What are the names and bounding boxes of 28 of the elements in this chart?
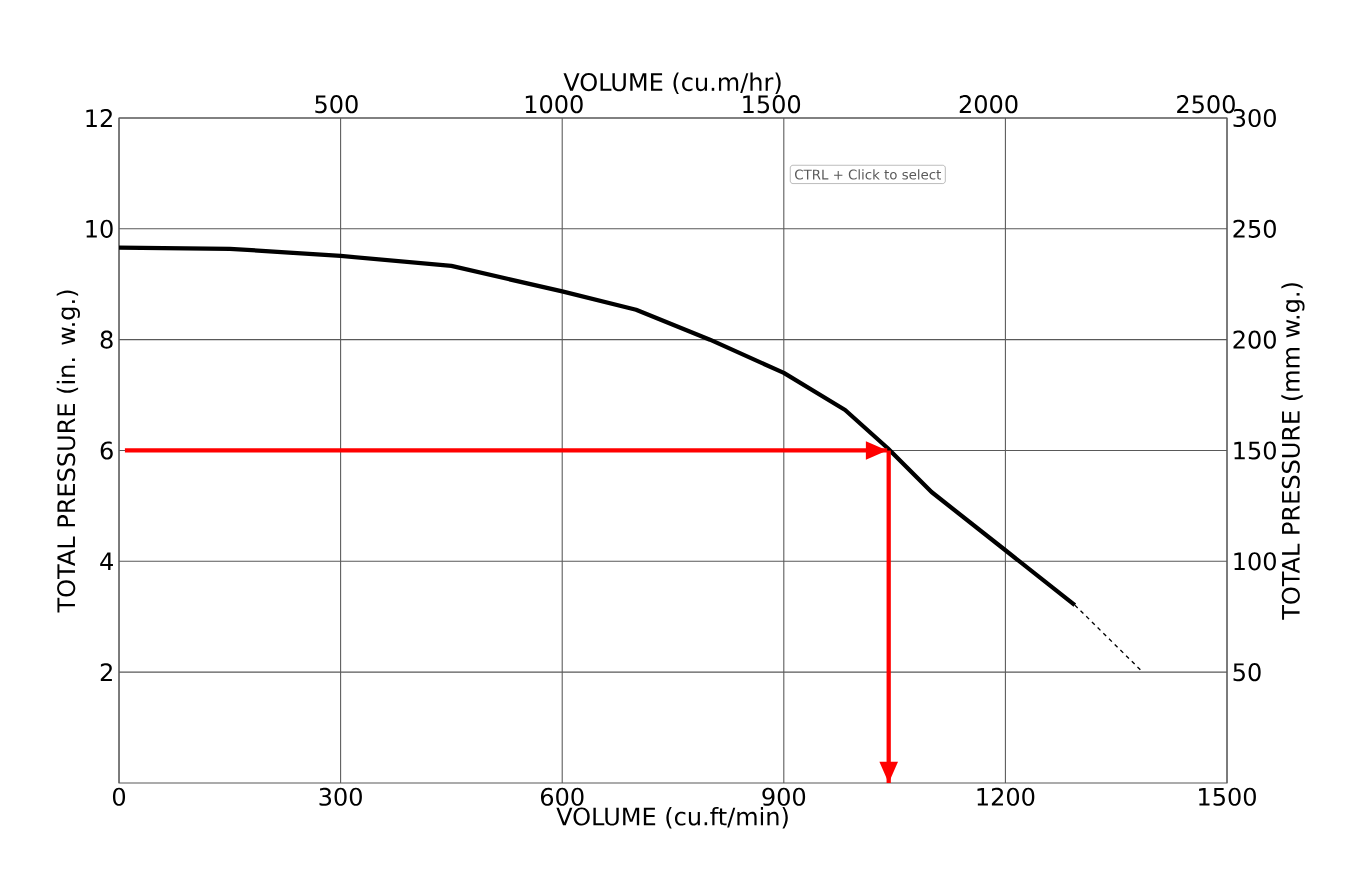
x-tick-label: 600 — [540, 787, 584, 806]
y2-tick-label: 200 — [1233, 330, 1276, 349]
y-tick-label: 10 — [86, 219, 113, 238]
x-tick-label: 300 — [319, 787, 362, 806]
y2-tick-label: 50 — [1233, 663, 1261, 682]
y2-tick-label: 300 — [1233, 108, 1276, 128]
y2-tick-label: 100 — [1234, 552, 1276, 571]
y2-tick-label: 250 — [1233, 219, 1276, 238]
x2-tick-label: 1000 — [525, 95, 583, 114]
y-tick-label: 2 — [100, 663, 112, 682]
x2-axis-title: VOLUME (cu.m/hr) — [563, 72, 781, 94]
y2-axis-title: TOTAL PRESSURE (mm w.g.) — [1281, 283, 1305, 620]
y-tick-label: 8 — [100, 330, 113, 349]
x-axis-title: VOLUME (cu.ft/min) — [556, 807, 788, 829]
y-tick-label: 4 — [100, 552, 113, 571]
x2-tick-label: 500 — [315, 95, 358, 114]
y-tick-label: 6 — [100, 441, 113, 460]
annotation: CTRL + Click to select — [795, 169, 941, 180]
x-tick-label: 900 — [762, 787, 806, 806]
x-tick-label: 1500 — [1199, 787, 1256, 806]
x-tick-label: 1200 — [977, 787, 1035, 806]
x2-tick-label: 2500 — [1177, 95, 1235, 114]
y2-tick-label: 150 — [1234, 441, 1276, 460]
x-tick-label: 0 — [112, 787, 126, 806]
x2-tick-label: 2000 — [959, 95, 1018, 114]
y-axis-title: TOTAL PRESSURE (in. w.g.) — [56, 290, 80, 613]
y-tick-label: 12 — [86, 109, 112, 127]
x2-tick-label: 1500 — [743, 95, 801, 114]
